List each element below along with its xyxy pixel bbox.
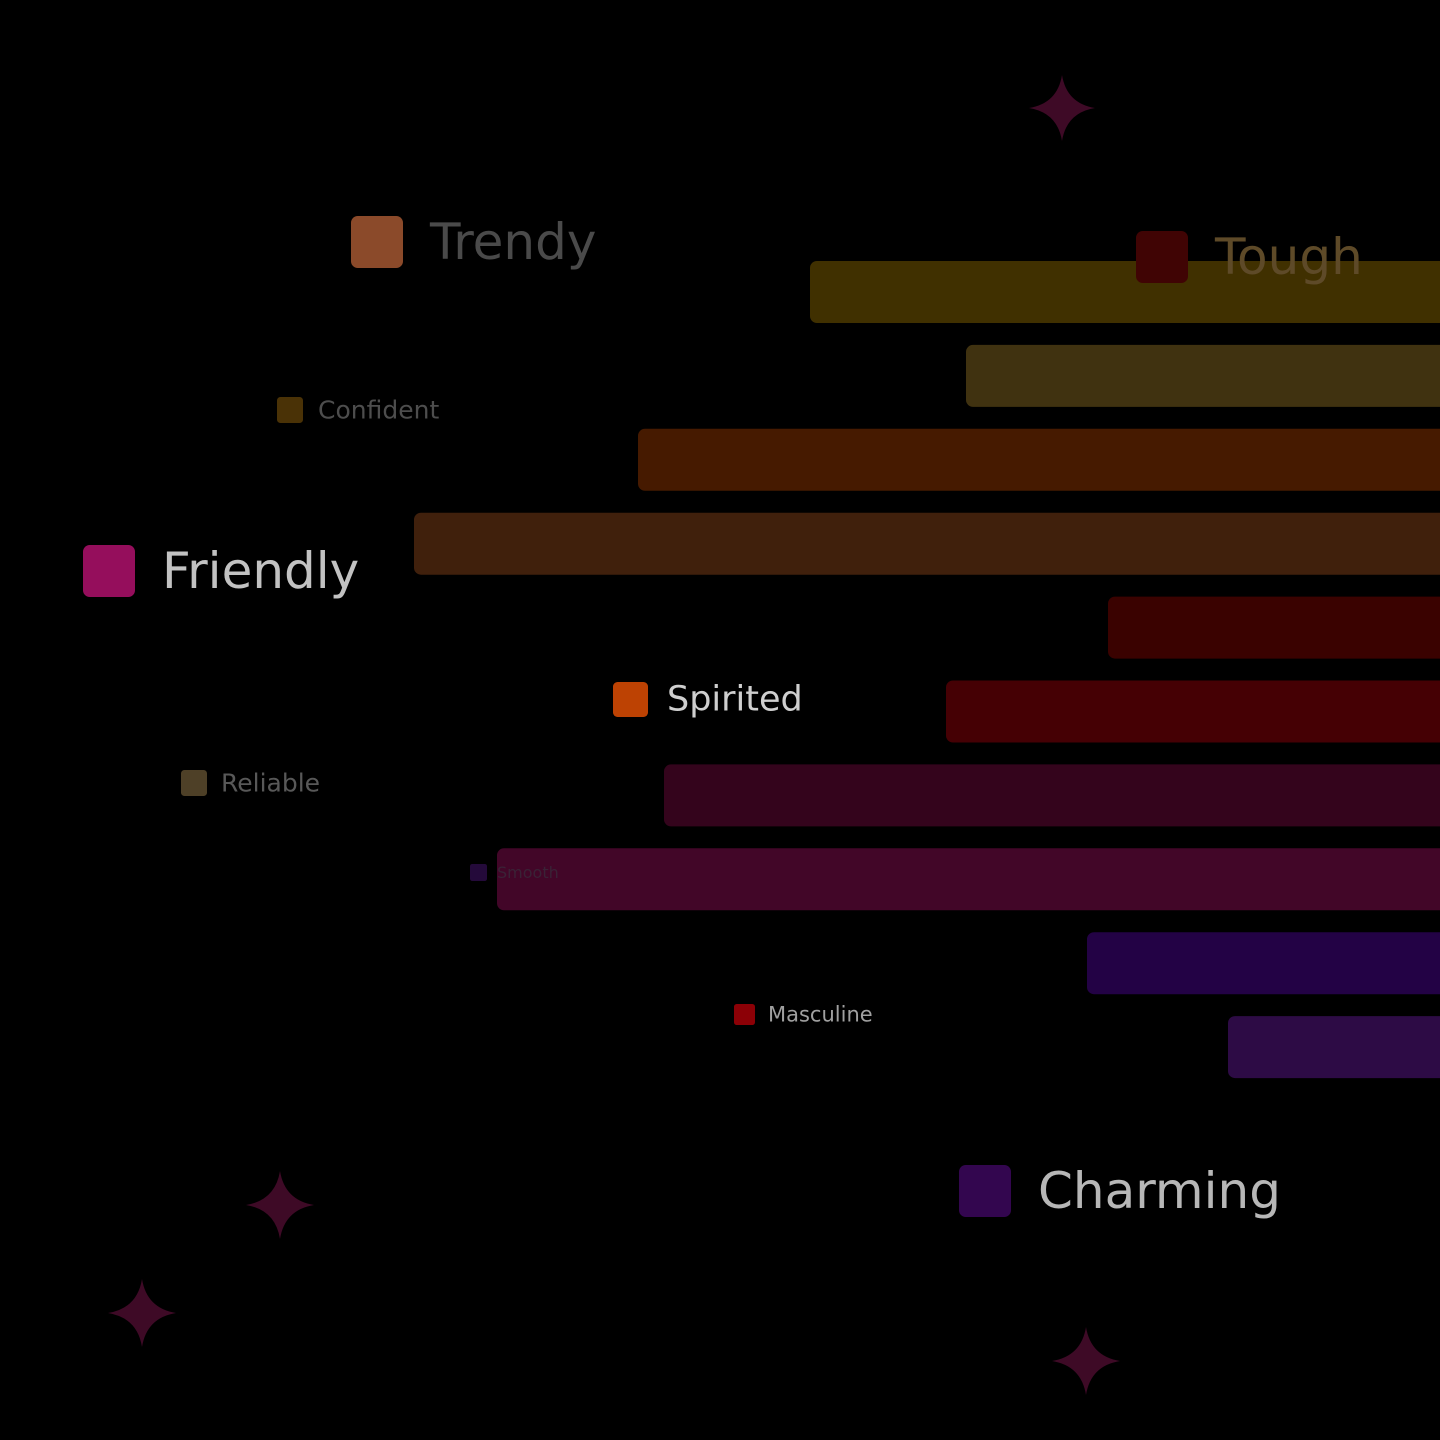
bar-4	[414, 512, 1440, 575]
bar-6	[946, 680, 1440, 743]
legend-item-reliable: Reliable	[181, 769, 320, 798]
legend-swatch	[613, 682, 648, 717]
legend-label: Reliable	[221, 769, 320, 798]
legend-swatch	[277, 397, 303, 423]
sparkle-decorations	[108, 75, 1120, 1395]
legend-label: Friendly	[162, 542, 359, 600]
legend-swatch	[470, 864, 487, 881]
legend-label: Trendy	[429, 213, 596, 271]
bar-9	[1087, 932, 1440, 995]
bar-3	[638, 428, 1440, 491]
sparkle-icon	[1052, 1327, 1120, 1395]
sparkle-icon	[1029, 75, 1095, 141]
legend-label: Tough	[1214, 228, 1363, 286]
legend-item-confident: Confident	[277, 396, 439, 425]
sparkle-icon	[108, 1279, 176, 1347]
bar-5	[1108, 596, 1440, 659]
bar-8	[497, 848, 1440, 911]
legend-swatch	[181, 770, 207, 796]
legend-item-friendly: Friendly	[83, 542, 359, 600]
legend-swatch	[83, 545, 135, 597]
legend-swatch	[1136, 231, 1188, 283]
bar-2	[966, 344, 1440, 407]
legend-item-trendy: Trendy	[351, 213, 596, 271]
legend-label: Confident	[318, 396, 439, 425]
bar-10	[1228, 1016, 1440, 1079]
legend-item-tough: Tough	[1136, 228, 1363, 286]
legend-swatch	[959, 1165, 1011, 1217]
legend-item-charming: Charming	[959, 1162, 1281, 1220]
bar-7	[664, 764, 1440, 827]
legend-label: Masculine	[768, 1003, 873, 1027]
legend-label: Smooth	[497, 863, 559, 882]
legend-swatch	[734, 1004, 755, 1025]
bar-1	[810, 261, 1440, 323]
sparkle-icon	[246, 1171, 314, 1239]
legend-swatch	[351, 216, 403, 268]
legend-item-masculine: Masculine	[734, 1003, 873, 1027]
legend-item-smooth: Smooth	[470, 863, 559, 882]
bar-series	[414, 261, 1440, 1079]
legend-item-spirited: Spirited	[613, 680, 803, 720]
legend-label: Charming	[1038, 1162, 1281, 1220]
legend-label: Spirited	[667, 680, 803, 720]
floating-legend: Trendy Tough Confident Friendly Spirited Reli…	[83, 213, 1363, 1220]
